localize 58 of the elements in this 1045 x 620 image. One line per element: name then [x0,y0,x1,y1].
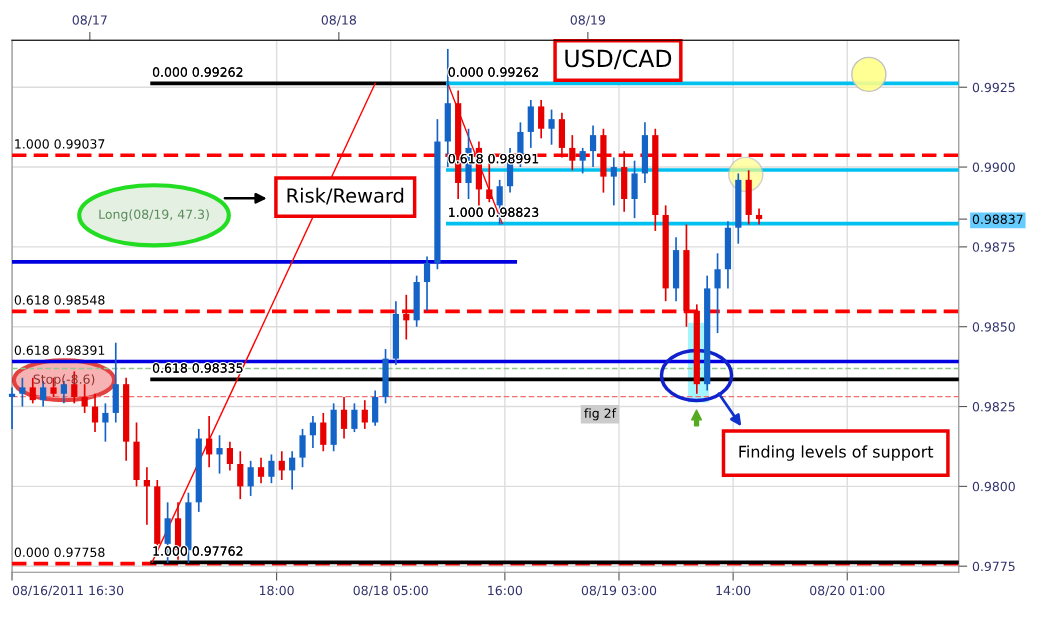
ref-line-label: 1.000 0.99037 [15,139,105,149]
candlestick [361,399,368,430]
annotation: Risk/Reward [287,187,404,205]
candlestick [299,428,306,469]
annotation: fig 2f [584,408,617,421]
candlestick [320,412,327,453]
x-tick-label: 08/19 03:00 [581,585,657,597]
y-tick-label: 0.9900 [972,162,1015,172]
candlestick [206,415,213,469]
y-tick-label: 0.9925 [972,82,1015,93]
x-tick-label: 08/20 01:00 [810,585,885,597]
x-tick-label: 08/18 05:00 [353,585,428,597]
candlestick [569,134,576,172]
candlestick [548,108,555,146]
candlestick [589,124,597,168]
candlestick [714,252,721,334]
candlestick [289,450,296,491]
candlestick [268,453,275,485]
series-label: 0.000 0.99262 [152,67,243,77]
x-tick-label: 16:00 [488,585,523,596]
candlestick [423,255,431,312]
annotation: Finding levels of support [739,445,934,461]
candlestick [340,396,348,440]
candlestick [257,456,265,485]
y-tick-label: 0.9825 [972,402,1015,412]
y-tick-label: 0.9800 [972,481,1015,492]
y-tick-label: 0.9775 [972,561,1015,572]
y-tick-label: 0.9850 [972,322,1015,332]
x-tick-label: 08/16/2011 16:30 [12,585,124,597]
candlestick [247,459,254,497]
candlestick [19,376,26,408]
series-label: 0.618 0.98335 [152,363,243,373]
ref-line-label: 0.618 0.98391 [14,345,105,355]
candlestick [8,386,16,430]
ref-line-label: 0.618 0.98548 [14,295,105,305]
candlestick [309,415,317,449]
candlestick [403,293,410,341]
annotation: Long(08/19, 47.3) [99,209,209,222]
ref-line-label: 0.000 0.97758 [14,547,105,558]
candlestick [143,466,151,526]
candlestick [226,440,234,472]
candlestick [579,147,586,175]
x2-tick-label: 08/18 [321,15,356,26]
candlestick [610,156,617,207]
candlestick [237,450,244,500]
x2-tick-label: 08/19 [570,15,605,26]
candlestick [102,402,109,443]
x2-tick-label: 08/17 [72,15,107,26]
candlestick [278,450,285,481]
y-tick-label: 0.98837 [972,214,1023,225]
candlestick [216,434,223,475]
x-tick-label: 18:00 [259,585,294,596]
y-tick-label: 0.9875 [972,242,1015,252]
candlestick [538,99,545,140]
x-tick-label: 14:00 [716,585,751,596]
candlestick [351,402,358,433]
chart-title: USD/CAD [565,49,672,70]
candlestick [91,392,99,433]
